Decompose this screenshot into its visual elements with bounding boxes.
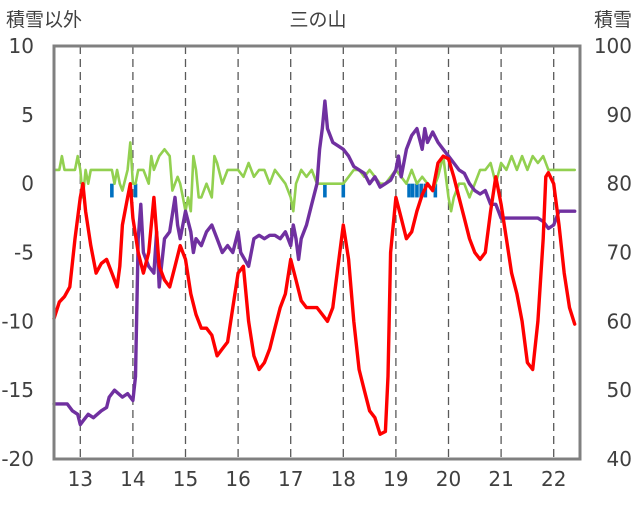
bar-1: [133, 183, 138, 198]
chart-title: 三の山: [289, 9, 346, 31]
plot-frame: [52, 44, 582, 461]
x-tick-label: 17: [278, 467, 303, 491]
x-tick-label: 18: [331, 467, 356, 491]
bars-layer: [110, 183, 438, 198]
left-tick-label: -5: [14, 241, 34, 265]
x-tick-label: 21: [488, 467, 513, 491]
x-tick-label: 14: [120, 467, 145, 491]
bar-5: [410, 183, 415, 198]
right-axis-label: 積雪: [594, 9, 632, 31]
x-tick-label: 13: [68, 467, 93, 491]
bar-3: [341, 183, 346, 198]
bar-7: [419, 183, 423, 198]
left-tick-label: 10: [9, 34, 34, 58]
series-line-red: [52, 154, 577, 436]
left-axis-label: 積雪以外: [6, 9, 82, 31]
right-tick-label: 40: [607, 447, 632, 471]
right-tick-label: 100: [594, 34, 632, 58]
right-tick-label: 80: [607, 172, 632, 196]
left-tick-labels: 10 5 0 -5 -10 -15 -20: [1, 34, 34, 471]
x-tick-label: 20: [436, 467, 461, 491]
series-line-purple: [52, 99, 577, 427]
left-tick-label: 5: [21, 103, 34, 127]
right-tick-label: 50: [607, 378, 632, 402]
bar-9: [433, 183, 438, 198]
x-tick-label: 15: [173, 467, 198, 491]
right-tick-label: 70: [607, 241, 632, 265]
left-tick-label: -20: [1, 447, 34, 471]
bar-6: [415, 183, 419, 198]
left-tick-label: -15: [1, 378, 34, 402]
x-tick-label: 16: [225, 467, 250, 491]
right-tick-labels: 100 90 80 70 60 50 40: [594, 34, 632, 471]
x-tick-labels: 13 14 15 16 17 18 19 20 21 22: [68, 467, 567, 491]
bar-0: [110, 183, 114, 198]
right-tick-label: 60: [607, 309, 632, 333]
left-tick-label: -10: [1, 309, 34, 333]
bar-2: [323, 183, 327, 198]
bar-4: [407, 183, 411, 198]
x-tick-label: 19: [383, 467, 408, 491]
right-tick-label: 90: [607, 103, 632, 127]
grid-layer: [79, 46, 555, 459]
left-tick-label: 0: [21, 172, 34, 196]
x-tick-label: 22: [541, 467, 566, 491]
series-layer: [52, 99, 577, 436]
series-line-green: [52, 141, 576, 213]
